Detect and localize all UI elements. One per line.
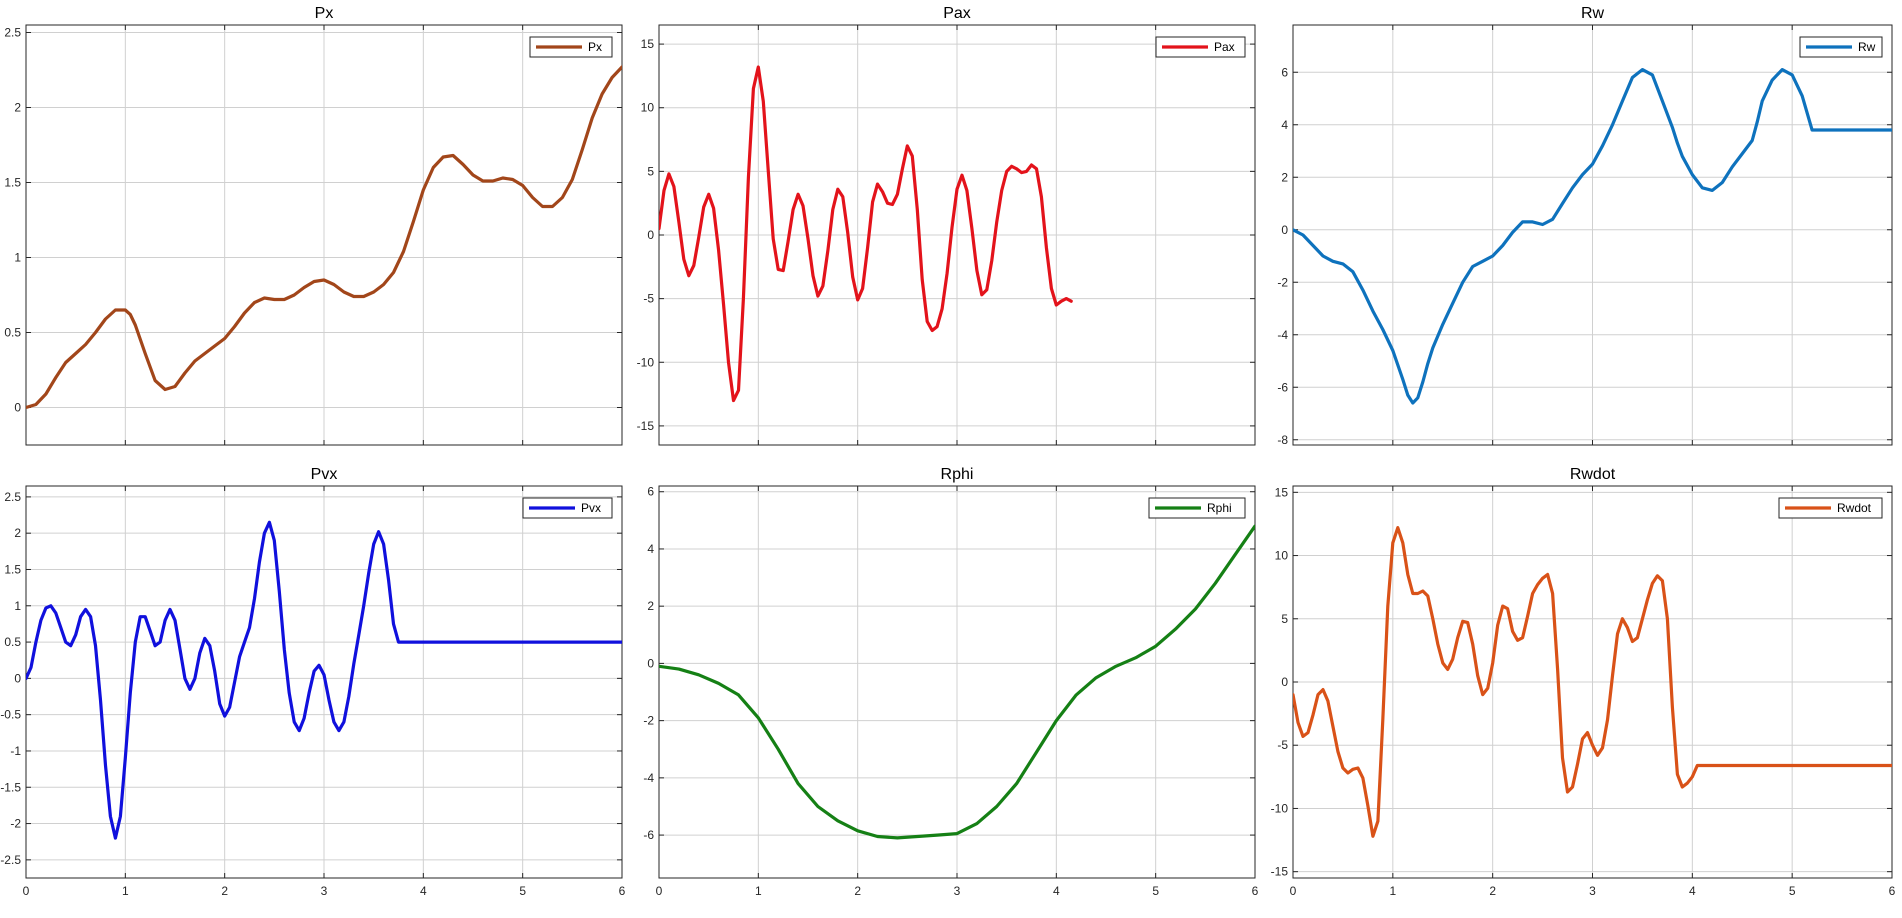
chart-title: Rwdot (1570, 466, 1616, 483)
y-tick-label: 4 (1281, 118, 1288, 132)
y-tick-label: 6 (1281, 65, 1288, 79)
chart-title: Px (315, 5, 334, 22)
y-tick-label: -2 (1277, 275, 1288, 289)
series-line-rw (1293, 68, 1892, 405)
legend[interactable]: Pax (1155, 36, 1246, 58)
y-tick-label: 0 (647, 656, 654, 670)
y-tick-label: 0 (1281, 223, 1288, 237)
y-tick-label: 1 (14, 251, 21, 265)
legend[interactable]: Rwdot (1778, 497, 1883, 519)
y-tick-label: 10 (1275, 549, 1289, 563)
legend[interactable]: Rphi (1148, 497, 1246, 519)
y-tick-label: -1 (10, 744, 21, 758)
series-line-pvx (26, 520, 622, 840)
x-tick-label: 5 (1152, 884, 1159, 898)
y-tick-label: 0 (14, 401, 21, 415)
y-tick-label: -2 (643, 714, 654, 728)
x-tick-label: 6 (619, 884, 626, 898)
y-tick-label: -10 (637, 355, 655, 369)
subplot-rw: -8 -6 -4 -2 0 2 4 6 Rw Rw (1277, 5, 1893, 447)
x-tick-label: 1 (755, 884, 762, 898)
x-tick-label: 0 (23, 884, 30, 898)
legend-label: Rw (1858, 40, 1876, 54)
y-tick-label: 5 (1281, 612, 1288, 626)
subplot-rphi: -6 -4 -2 0 2 4 6 0 1 2 3 4 5 6 Rphi Rphi (643, 466, 1258, 898)
legend[interactable]: Pvx (522, 497, 613, 519)
series-line-rphi (659, 524, 1255, 840)
legend[interactable]: Px (529, 36, 613, 58)
x-tick-label: 3 (954, 884, 961, 898)
y-tick-label: 2.5 (4, 490, 21, 504)
y-tick-label: 0 (1281, 675, 1288, 689)
legend-label: Pvx (581, 501, 601, 515)
x-tick-label: 6 (1889, 884, 1896, 898)
chart-title: Pvx (311, 466, 338, 483)
y-tick-label: 2.5 (4, 26, 21, 40)
y-tick-label: -5 (643, 292, 654, 306)
x-tick-label: 2 (221, 884, 228, 898)
y-tick-label: 5 (647, 164, 654, 178)
y-tick-label: 4 (647, 542, 654, 556)
legend-label: Pax (1214, 40, 1235, 54)
y-tick-label: -8 (1277, 433, 1288, 447)
subplot-pax: -15 -10 -5 0 5 10 15 Pax Pax (637, 5, 1256, 446)
y-tick-label: 2 (14, 526, 21, 540)
y-tick-label: -4 (643, 771, 654, 785)
y-tick-label: 0.5 (4, 326, 21, 340)
y-tick-label: 1 (14, 599, 21, 613)
x-tick-label: 6 (1252, 884, 1259, 898)
y-tick-label: -6 (1277, 380, 1288, 394)
series-line-pax (659, 65, 1073, 403)
x-tick-label: 4 (1689, 884, 1696, 898)
x-tick-label: 2 (854, 884, 861, 898)
y-tick-label: 15 (1275, 485, 1289, 499)
y-tick-label: -15 (637, 419, 655, 433)
y-tick-label: 2 (1281, 170, 1288, 184)
series-line-rwdot (1293, 526, 1892, 838)
y-tick-label: 0 (14, 671, 21, 685)
y-tick-label: 0.5 (4, 635, 21, 649)
chart-title: Pax (943, 5, 971, 22)
x-tick-label: 3 (321, 884, 328, 898)
y-tick-label: 6 (647, 485, 654, 499)
y-tick-label: -10 (1271, 801, 1289, 815)
x-tick-label: 4 (1053, 884, 1060, 898)
y-tick-label: 0 (647, 228, 654, 242)
x-tick-label: 0 (1290, 884, 1297, 898)
y-tick-label: 1.5 (4, 562, 21, 576)
y-tick-label: 2 (14, 101, 21, 115)
legend-label: Rwdot (1837, 501, 1872, 515)
y-tick-label: -6 (643, 828, 654, 842)
series-line-px (26, 65, 622, 410)
chart-title: Rw (1581, 5, 1605, 22)
x-tick-label: 5 (1789, 884, 1796, 898)
x-tick-label: 0 (656, 884, 663, 898)
x-tick-label: 4 (420, 884, 427, 898)
y-tick-label: -5 (1277, 738, 1288, 752)
y-tick-label: 10 (641, 101, 655, 115)
y-tick-label: 15 (641, 37, 655, 51)
y-tick-label: -2.5 (0, 853, 21, 867)
legend-label: Rphi (1207, 501, 1232, 515)
x-tick-label: 3 (1589, 884, 1596, 898)
x-tick-label: 5 (519, 884, 526, 898)
y-tick-label: -2 (10, 817, 21, 831)
y-tick-label: -4 (1277, 328, 1288, 342)
chart-title: Rphi (941, 466, 974, 483)
legend-label: Px (588, 40, 602, 54)
x-tick-label: 1 (122, 884, 129, 898)
x-tick-label: 2 (1489, 884, 1496, 898)
subplot-pvx: -2.5 -2 -1.5 -1 -0.5 0 0.5 1 1.5 2 2.5 0 1 2 3 4 5 6 Pvx Pv… (0, 466, 625, 898)
subplot-px: 0 0.5 1 1.5 2 2.5 Px Px (4, 5, 623, 446)
legend[interactable]: Rw (1799, 36, 1883, 58)
y-tick-label: -0.5 (0, 708, 21, 722)
y-tick-label: 2 (647, 599, 654, 613)
x-tick-label: 1 (1389, 884, 1396, 898)
subplot-rwdot: -15 -10 -5 0 5 10 15 0 1 2 3 4 5 6 Rwdot Rwdot (1271, 466, 1896, 898)
y-tick-label: -15 (1271, 865, 1289, 879)
y-tick-label: 1.5 (4, 176, 21, 190)
y-tick-label: -1.5 (0, 780, 21, 794)
